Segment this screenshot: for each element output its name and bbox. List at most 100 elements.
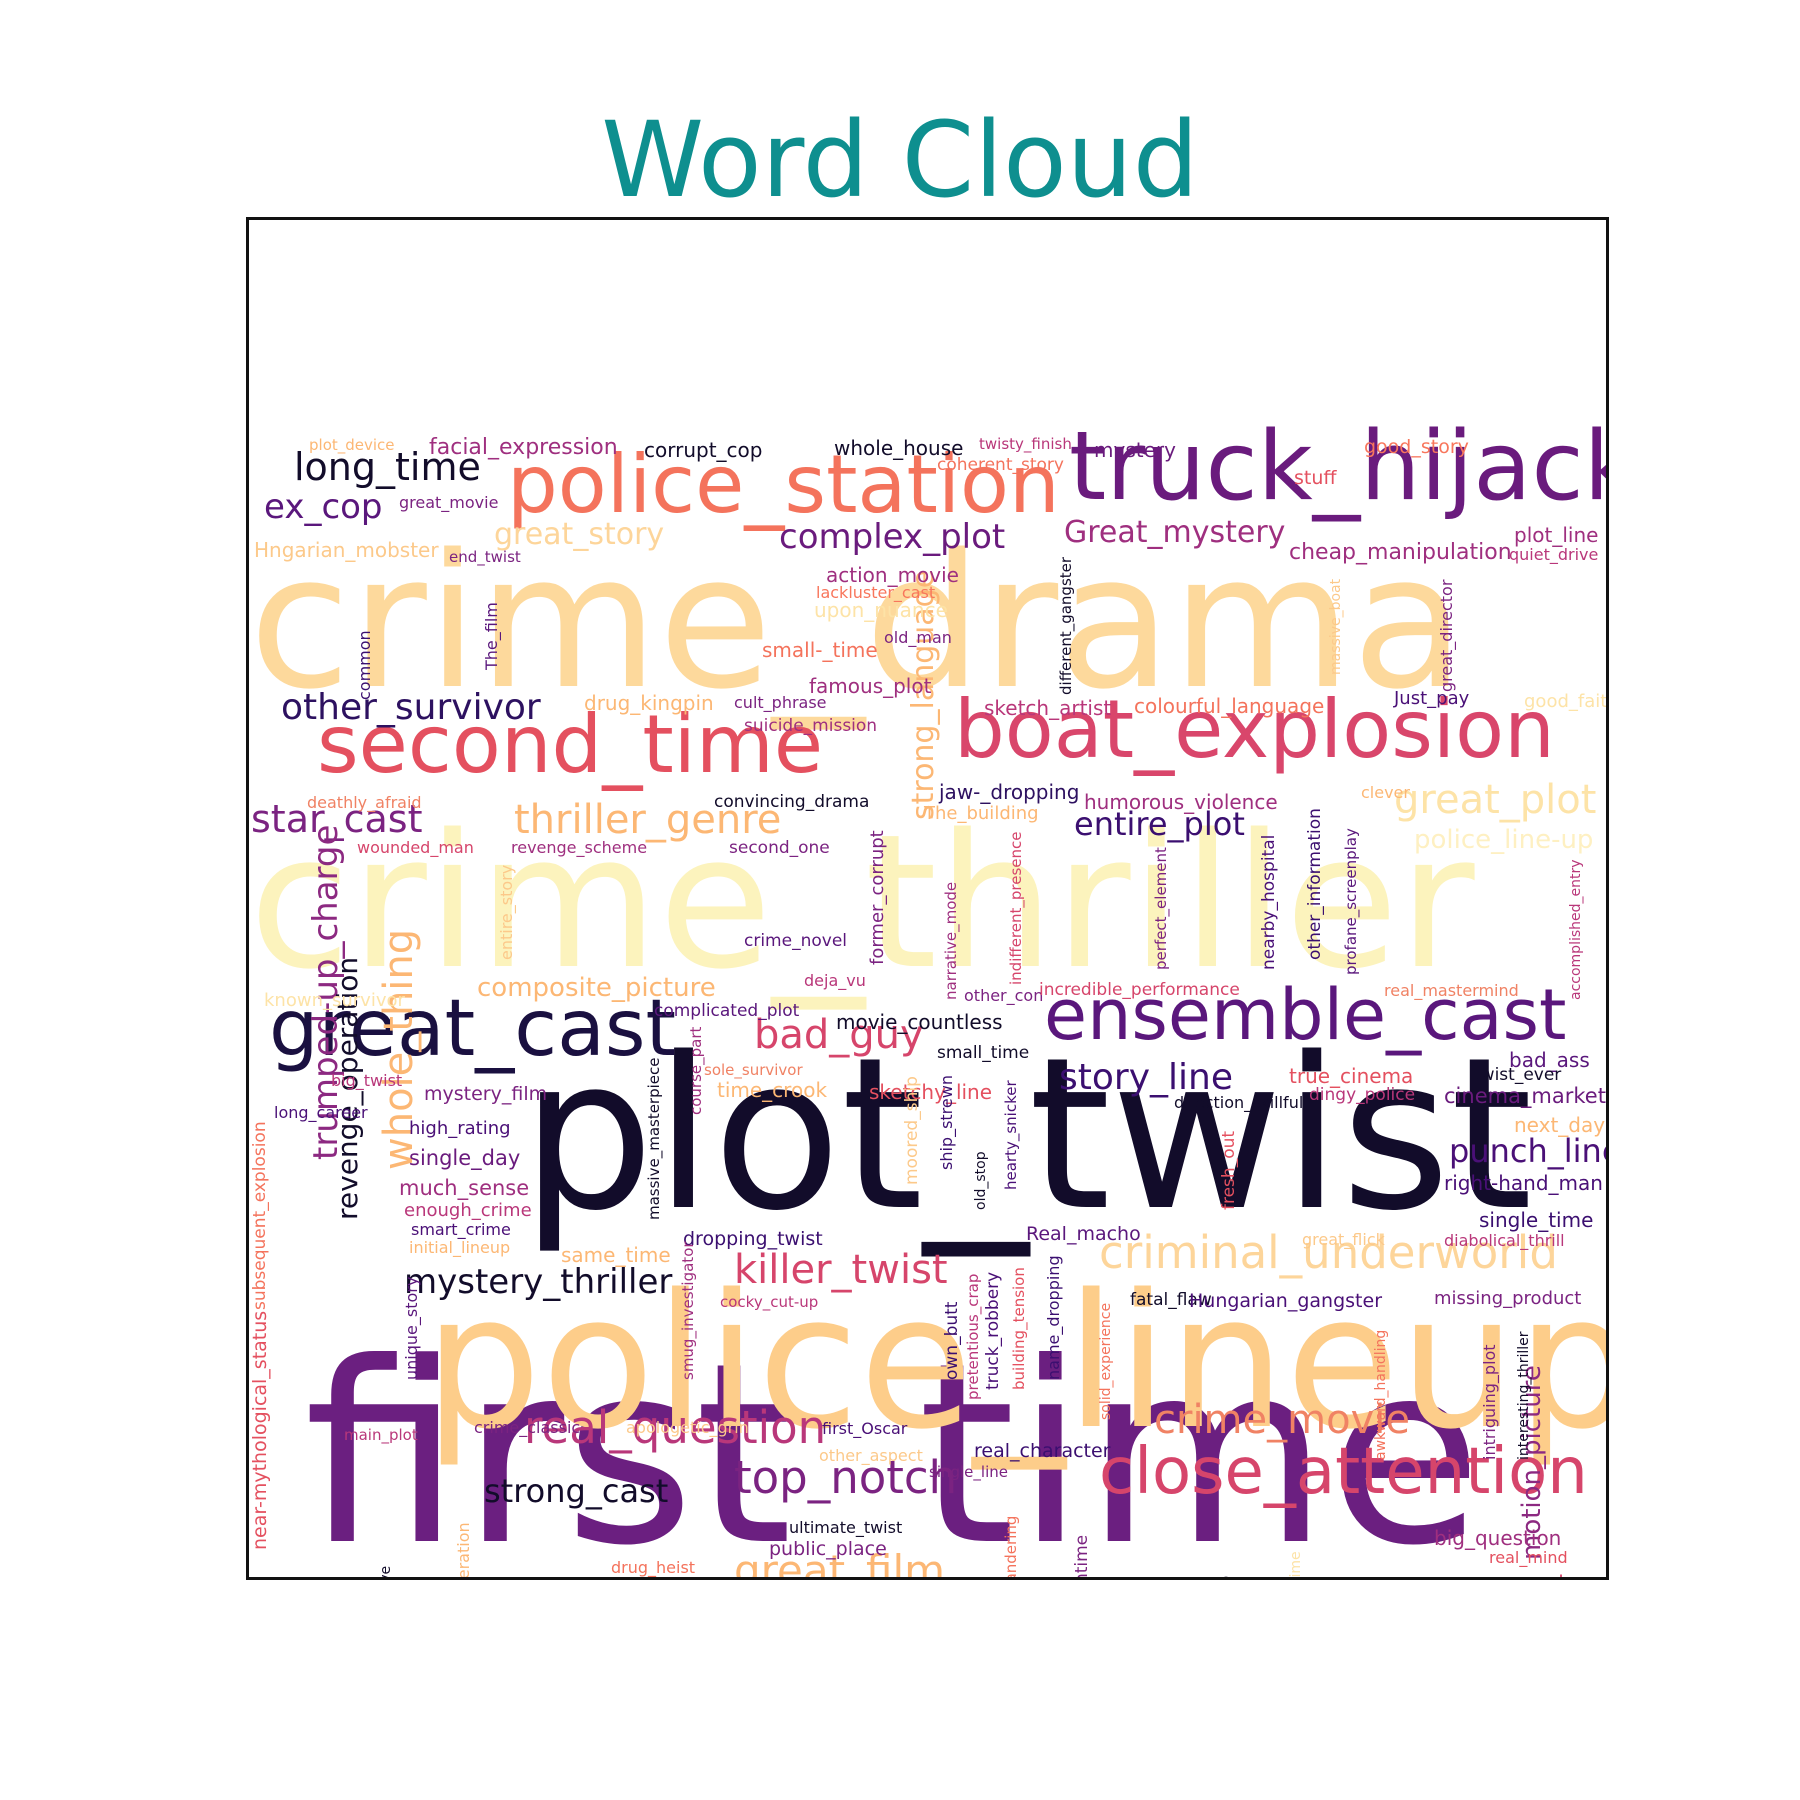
word-item: time_crook	[717, 1078, 828, 1102]
word-item: crime_classic	[474, 1418, 581, 1437]
word-item: long_career	[274, 1103, 368, 1122]
word-item: upon_nuance	[814, 598, 948, 622]
word-item: right-hand_man	[1444, 1171, 1603, 1195]
word-item: great_director	[1437, 579, 1456, 692]
word-item: entire_runtime	[1072, 1535, 1092, 1577]
word-item: wounded_man	[357, 838, 474, 857]
word-item: movie_countless	[836, 1010, 1003, 1034]
word-item: facial_expression	[429, 435, 618, 460]
word-item: big_question	[1434, 1526, 1562, 1550]
word-item: entire_plot	[1074, 805, 1245, 843]
word-item: plot_device	[309, 436, 395, 454]
word-item: criminal_underworld	[1099, 1226, 1558, 1279]
word-item: corrupt_cop	[644, 438, 763, 462]
word-item: plot_line	[1514, 523, 1599, 547]
word-item: cocky_cut-up	[720, 1293, 819, 1311]
word-item: story_line	[1059, 1057, 1233, 1098]
word-item: good_faith	[1524, 691, 1608, 712]
word-item: incredible_performance	[1039, 980, 1240, 1000]
word-item: crime_thriller	[249, 794, 1475, 1010]
word-item: former_corrupt	[867, 830, 888, 965]
word-cloud-area: first_time plot_twist police_lineup crime_d…	[246, 217, 1609, 1580]
word-item: dropping_twist	[683, 1228, 823, 1250]
word-item: small_time	[937, 1043, 1030, 1063]
word-item: drug_heist	[611, 1558, 696, 1577]
word-item: Great_mystery	[1064, 515, 1286, 550]
word-item: real_mastermind	[1384, 981, 1519, 1000]
word-item: punch_line	[1449, 1132, 1609, 1170]
word-item: lackluster_cast	[816, 583, 936, 602]
word-item: fatal_flaw	[1130, 1290, 1212, 1310]
word-item: subsequent_explosion	[250, 1121, 270, 1310]
word-item: awkward_handling	[1373, 1329, 1389, 1460]
word-item: crime_novel	[744, 931, 847, 951]
word-item: public_place	[769, 1538, 887, 1560]
word-item: second_one	[729, 838, 830, 858]
word-item: hearty_snicker	[1002, 1080, 1020, 1190]
word-item: different_gangster	[1057, 556, 1075, 695]
word-item: revenge_scheme	[511, 838, 648, 857]
word-item: nearby_hospital	[1259, 834, 1279, 970]
word-item: police_line-up	[1414, 825, 1594, 855]
word-item: indifferent_presence	[1007, 831, 1025, 986]
word-item: perfect_element	[1152, 847, 1170, 970]
word-item: Hngarian_mobster	[254, 538, 439, 562]
word-item: real_question	[524, 1401, 827, 1454]
word-item: end_twist	[449, 548, 521, 566]
word-item: main_plot	[344, 1426, 418, 1444]
word-item: known_survivor	[264, 990, 405, 1011]
word-item: jaw-_dropping	[939, 780, 1080, 804]
word-item: other_aspect	[819, 1446, 923, 1465]
word-item: twist_ever	[1474, 1065, 1562, 1085]
word-item: convincing_drama	[714, 792, 870, 812]
word-item: mystery_film	[424, 1083, 548, 1105]
word-item: other_con	[964, 986, 1044, 1005]
word-item: second_time	[317, 698, 824, 791]
word-item: truck_hijack	[1069, 412, 1609, 522]
word-item: common	[355, 630, 374, 700]
word-item: top_notch	[734, 1451, 958, 1504]
word-item: cinema_market	[1444, 1084, 1606, 1108]
word-item: enough_crime	[404, 1200, 532, 1221]
word-item: sketch_artist	[984, 696, 1112, 720]
word-item: much_sense	[399, 1176, 530, 1200]
word-item: boat_explosion	[954, 683, 1555, 776]
word-item: successful_operation	[454, 1522, 473, 1577]
word-item: clever	[1361, 783, 1410, 802]
word-item: bad_ass	[1509, 1048, 1590, 1072]
word-item: real_mind	[1489, 1548, 1568, 1567]
word-item: action_movie	[826, 563, 959, 587]
word-item: deathly_afraid	[307, 793, 422, 812]
word-item: massive_boat	[1328, 578, 1344, 675]
word-item: massive_masterpiece	[645, 1057, 663, 1221]
word-item: entire_story	[497, 864, 516, 960]
word-item: great_cast	[269, 984, 677, 1074]
word-item: thriller_genre	[514, 797, 782, 843]
word-item: camera_cut	[1449, 1572, 1566, 1577]
word-item: pretentious_crap	[964, 1273, 982, 1400]
word-item: great_crime	[1288, 1551, 1304, 1577]
word-item: great_flick	[1302, 1230, 1385, 1249]
word-item: Just_pay	[1394, 688, 1470, 709]
word-item: truck_robbery	[983, 1271, 1003, 1390]
word-item: name_dropping	[1044, 1255, 1063, 1380]
word-item: unique_story	[402, 1276, 421, 1380]
word-item: close_attention	[1099, 1435, 1588, 1509]
word-item: great_plot	[1394, 777, 1597, 823]
word-item: Real_macho	[1026, 1223, 1141, 1245]
word-item: crime_drama	[249, 514, 1466, 730]
word-item: apologetic_grin	[626, 1418, 749, 1437]
word-item: missing_product	[1434, 1288, 1582, 1309]
word-item: police_detective	[378, 1566, 394, 1577]
word-item: small-_time	[762, 638, 878, 662]
word-item: famous_plot	[809, 674, 932, 698]
word-item: single_time	[1479, 1208, 1594, 1232]
word-item: police_station	[507, 438, 1060, 531]
word-item: high_rating	[409, 1118, 511, 1139]
word-item: old_man	[884, 628, 952, 647]
word-item: own_butt	[942, 1301, 962, 1380]
word-item: direction_skillful	[1174, 1093, 1304, 1112]
word-item: initial_lineup	[409, 1238, 511, 1257]
word-item: police_lineup	[424, 1254, 1609, 1470]
word-item: complex_plot	[779, 517, 1006, 557]
